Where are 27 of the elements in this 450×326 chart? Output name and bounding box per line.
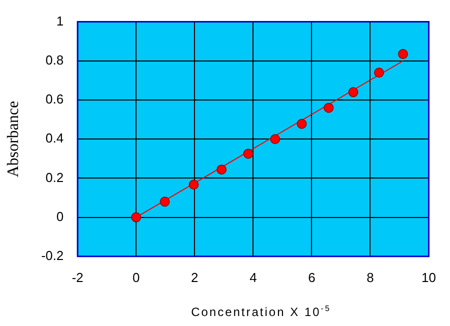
- point: [160, 196, 170, 207]
- x-tick-label: 2: [191, 270, 198, 285]
- point: [216, 164, 227, 175]
- point: [324, 102, 334, 113]
- x-axis-title: Concentration X 10$^{-5}$: [190, 304, 332, 319]
- x-tick-label: 6: [308, 270, 316, 285]
- y-tick-label: 0.2: [46, 170, 64, 185]
- point: [398, 49, 408, 60]
- point: [131, 212, 142, 222]
- y-tick-label: 0.4: [46, 130, 64, 146]
- point: [348, 87, 358, 98]
- x-tick-label: 4: [250, 270, 257, 285]
- x-tick-label: -2: [72, 270, 84, 285]
- y-axis-title: Absorbance: [4, 100, 22, 178]
- y-tick-label: -0.2: [41, 248, 64, 263]
- point: [296, 118, 307, 129]
- x-tick-label: 8: [366, 270, 374, 285]
- y-tick-label: 1: [56, 13, 64, 28]
- point: [188, 180, 199, 190]
- y-tick-label: 0.8: [46, 52, 64, 68]
- point: [243, 148, 254, 159]
- y-tick-label: 0.6: [46, 92, 64, 107]
- x-tick-label: 0: [132, 270, 140, 285]
- y-tick-label: 0: [56, 208, 64, 224]
- x-tick-label: 10: [422, 270, 436, 285]
- point: [374, 68, 384, 78]
- point: [270, 134, 280, 144]
